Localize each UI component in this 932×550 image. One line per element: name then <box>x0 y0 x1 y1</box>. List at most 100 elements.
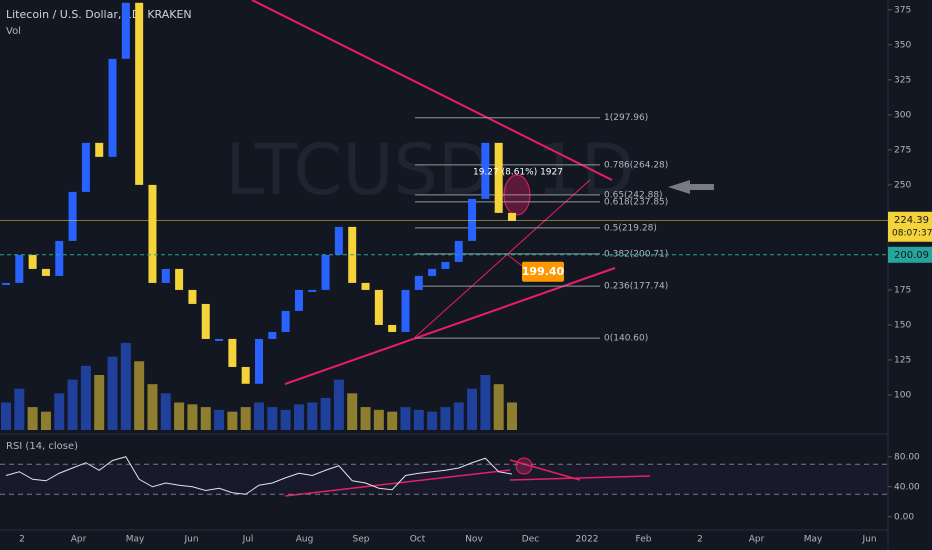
candle <box>308 289 317 292</box>
x-tick-label: Nov <box>465 535 483 545</box>
volume-bar <box>373 409 384 430</box>
candle <box>175 268 184 290</box>
volume-bar <box>54 393 65 430</box>
volume-bar <box>107 356 118 430</box>
volume-bar <box>267 407 278 430</box>
fib-label: 0.786(264.28) <box>604 160 668 170</box>
y-tick-label: 100 <box>894 390 911 400</box>
volume-label: Vol <box>6 26 21 37</box>
volume-bar <box>134 361 145 430</box>
watermark: LTCUSD, 1D <box>225 129 634 211</box>
fib-label: 0.618(237.85) <box>604 197 668 207</box>
x-tick-label: Feb <box>636 535 652 545</box>
volume-bar <box>254 402 264 430</box>
x-tick-label: Oct <box>410 535 426 545</box>
last-price-badge <box>888 211 932 242</box>
candle <box>2 282 10 285</box>
candle <box>321 254 330 290</box>
rsi-line <box>5 456 513 495</box>
volume-bar <box>453 402 464 430</box>
candle <box>441 261 450 269</box>
candle <box>28 254 37 269</box>
candle <box>454 240 463 262</box>
volume-bar <box>240 407 251 430</box>
candle <box>135 2 144 185</box>
x-tick-label: 2022 <box>576 535 599 545</box>
fib-label: 1(297.96) <box>604 113 648 123</box>
rsi-trend-line <box>509 459 581 481</box>
candle <box>468 198 477 241</box>
volume-bar <box>507 402 517 430</box>
volume-bar <box>280 409 291 430</box>
fib-label: 0.5(219.28) <box>604 223 657 233</box>
candle <box>481 142 490 199</box>
x-tick-label: May <box>804 535 823 545</box>
x-tick-label: Apr <box>71 535 87 545</box>
fib-label: 0.236(177.74) <box>604 282 668 292</box>
marker-label: 199.40 <box>522 265 565 278</box>
volume-bar <box>413 409 424 430</box>
x-tick-label: Dec <box>522 535 539 545</box>
volume-bar <box>214 409 225 430</box>
alert-badge <box>888 246 932 263</box>
y-tick-label: 175 <box>894 285 911 295</box>
volume-bar <box>400 407 411 430</box>
volume-bar <box>27 407 38 430</box>
x-tick-label: May <box>126 535 145 545</box>
y-tick-label: 375 <box>894 5 911 15</box>
candle <box>95 142 104 157</box>
x-tick-label: Jun <box>183 535 198 545</box>
candle <box>15 254 24 283</box>
candle <box>161 268 170 283</box>
x-tick-label: Jul <box>242 535 254 545</box>
candle <box>55 240 64 276</box>
measure-label: 19.27 (8.61%) 1927 <box>473 168 563 178</box>
volume-bar <box>94 375 105 430</box>
volume-bar <box>347 393 358 430</box>
candle <box>188 289 197 304</box>
volume-bar <box>467 388 478 430</box>
last-price-label: 224.39 <box>894 215 929 226</box>
rsi-title: RSI (14, close) <box>6 441 78 452</box>
rsi-tick-label: 80.00 <box>894 452 920 462</box>
fib-label: 0.65(242.88) <box>604 190 663 200</box>
candle <box>41 268 50 276</box>
y-tick-label: 125 <box>894 355 911 365</box>
x-tick-label: 2 <box>697 535 703 545</box>
y-tick-label: 150 <box>894 320 911 330</box>
volume-bar <box>187 404 198 430</box>
y-tick-label: 350 <box>894 40 911 50</box>
volume-bar <box>80 365 91 430</box>
x-tick-label: Sep <box>353 535 370 545</box>
rsi-band <box>0 464 888 495</box>
candle <box>121 2 130 59</box>
x-tick-label: Apr <box>749 535 765 545</box>
rsi-tick-label: 0.00 <box>894 512 914 522</box>
volume-bar <box>320 397 331 430</box>
candle <box>414 275 423 290</box>
countdown: 08:07:37 <box>892 228 932 238</box>
x-tick-label: 2 <box>19 535 25 545</box>
y-tick-label: 300 <box>894 110 911 120</box>
volume-bar <box>387 411 398 430</box>
candle <box>81 142 90 192</box>
volume-bar <box>227 411 238 430</box>
volume-bar <box>14 388 25 430</box>
volume-bar <box>333 379 344 430</box>
trend-line <box>411 179 591 341</box>
candle <box>508 212 516 221</box>
volume-bar <box>480 375 491 430</box>
candle <box>228 338 237 367</box>
volume-bar <box>174 402 185 430</box>
volume-bar <box>293 404 304 430</box>
volume-bar <box>120 342 131 430</box>
candle <box>401 289 410 332</box>
trend-line <box>251 0 613 181</box>
candle <box>215 338 224 341</box>
rsi-trend-line <box>509 475 651 481</box>
chart-title: Litecoin / U.S. Dollar, 1D, KRAKEN <box>6 8 192 21</box>
candle <box>388 324 397 332</box>
x-tick-label: Jun <box>861 535 876 545</box>
candle <box>148 184 157 283</box>
x-tick-label: Aug <box>296 535 314 545</box>
